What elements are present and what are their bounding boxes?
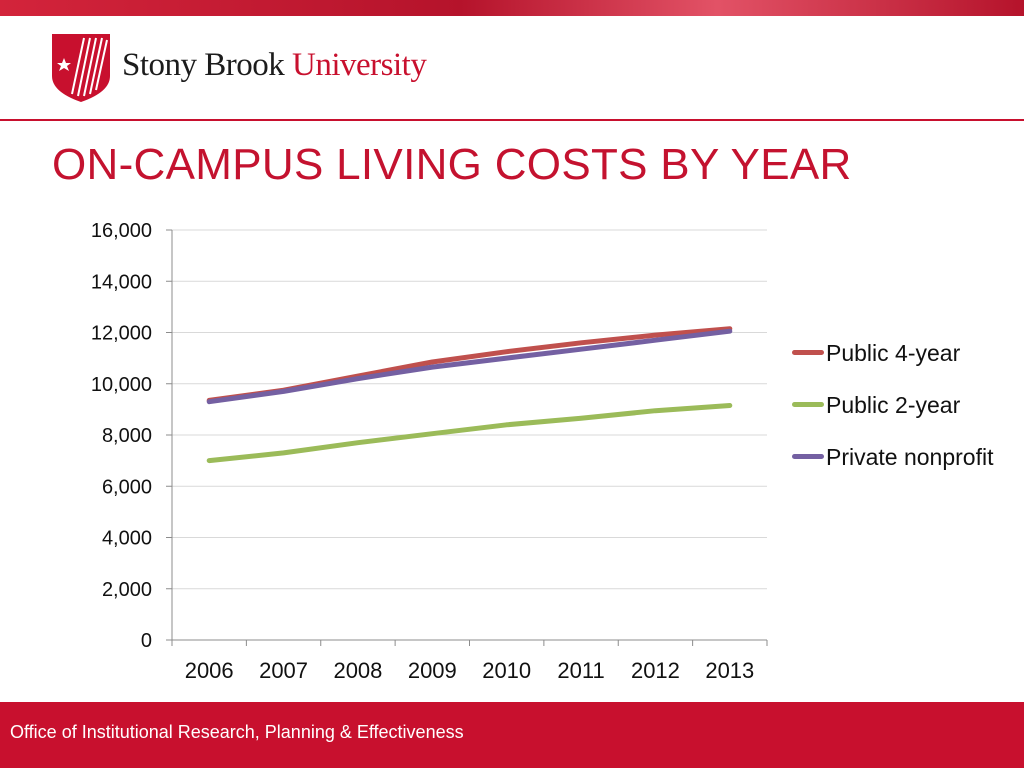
x-tick-label: 2011: [557, 658, 604, 683]
line-chart: 0 2,000 4,000 6,000 8,000 10,000 12,000 14,000 1…: [91, 220, 768, 683]
y-tick-label: 16,000: [91, 220, 152, 242]
x-tick-label: 2013: [705, 658, 754, 683]
y-tick-label: 2,000: [102, 579, 152, 601]
legend-item-private-nonprofit: Private nonprofit: [792, 442, 1012, 472]
chart-legend: Public 4-year Public 2-year Private nonp…: [792, 338, 1012, 494]
top-banner: [0, 0, 1024, 16]
y-tick-label: 0: [141, 630, 152, 652]
legend-label-private-nonprofit: Private nonprofit: [826, 444, 994, 470]
y-tick-label: 8,000: [102, 425, 152, 447]
footer-bar: Office of Institutional Research, Planni…: [0, 702, 1024, 768]
legend-swatch-public-2-year: [792, 402, 824, 407]
legend-swatch-private-nonprofit: [792, 454, 824, 459]
y-tick-label: 12,000: [91, 323, 152, 345]
x-tick-label: 2012: [631, 658, 680, 683]
y-tick-label: 6,000: [102, 476, 152, 498]
x-tick-label: 2010: [482, 658, 531, 683]
x-tick-label: 2007: [259, 658, 308, 683]
x-tick-label: 2006: [185, 658, 234, 683]
legend-item-public-4-year: Public 4-year: [792, 338, 1012, 368]
x-tick-label: 2009: [408, 658, 457, 683]
legend-item-public-2-year: Public 2-year: [792, 390, 1012, 420]
legend-label-public-2-year: Public 2-year: [826, 392, 961, 418]
university-logo: Stony Brook University: [50, 32, 470, 106]
y-tick-label: 14,000: [91, 271, 152, 293]
logo-text-primary: Stony Brook: [122, 47, 285, 83]
shield-icon: [52, 34, 110, 102]
logo-text-secondary: University: [292, 47, 427, 83]
y-tick-label: 10,000: [91, 374, 152, 396]
series-line-public-2-year: [206, 403, 733, 464]
footer-text: Office of Institutional Research, Planni…: [10, 722, 464, 742]
page-title: ON-CAMPUS LIVING COSTS BY YEAR: [52, 140, 852, 189]
series-line-private-nonprofit: [206, 328, 733, 405]
x-tick-label: 2008: [333, 658, 382, 683]
legend-label-public-4-year: Public 4-year: [826, 340, 961, 366]
y-tick-label: 4,000: [102, 528, 152, 550]
header-divider: [0, 119, 1024, 121]
logo-wordmark: Stony Brook University: [122, 47, 427, 84]
legend-swatch-public-4-year: [792, 350, 824, 355]
